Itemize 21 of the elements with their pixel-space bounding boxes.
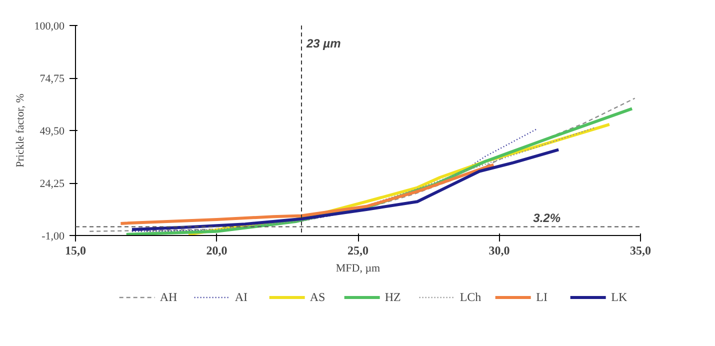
x-tick-label: 35,0 <box>630 244 651 258</box>
legend-label: AH <box>160 290 178 304</box>
x-axis-title: MFD, µm <box>336 262 381 274</box>
y-axis-title: Prickle factor, % <box>14 94 26 168</box>
legend-label: LI <box>536 290 548 304</box>
x-tick-label: 25,0 <box>348 244 368 258</box>
ref-line-label: 3.2% <box>533 210 561 225</box>
legend-label: AI <box>234 290 248 304</box>
x-tick-label: 20,0 <box>206 244 228 258</box>
y-tick-label: 49,50 <box>40 126 65 138</box>
legend-label: LK <box>611 290 628 304</box>
legend-label: LCh <box>460 290 482 304</box>
y-tick-label: -1,00 <box>42 230 65 242</box>
x-tick-label: 30,0 <box>488 244 510 258</box>
x-tick-label: 15,0 <box>65 244 86 258</box>
legend-label: HZ <box>384 290 402 304</box>
legend-label: AS <box>310 290 326 304</box>
y-tick-label: 24,25 <box>40 178 65 190</box>
ref-line-label: 23 µm <box>306 36 342 50</box>
y-tick-label: 74,75 <box>40 73 65 85</box>
y-tick-label: 100,00 <box>34 20 65 32</box>
